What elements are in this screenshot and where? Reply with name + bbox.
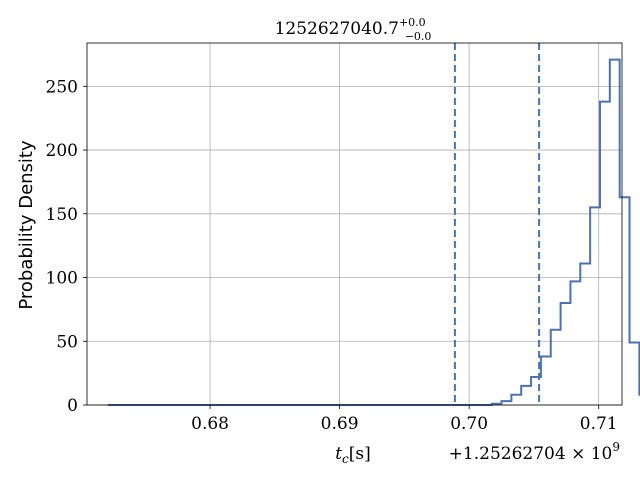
- chart-title-sub: −0.0: [405, 30, 432, 43]
- quantile-lines: [453, 43, 541, 405]
- x-axis-offset-prefix: +1.25262704 × 10: [449, 444, 613, 464]
- x-tick-label: 0.68: [191, 414, 229, 434]
- chart-title-sup: +0.0: [399, 16, 426, 29]
- y-tick-label: 100: [46, 269, 78, 289]
- x-ticks: 0.68 0.69 0.70 0.71: [191, 405, 618, 434]
- y-tick-label: 250: [46, 77, 78, 97]
- x-tick-label: 0.70: [450, 414, 488, 434]
- y-ticks: 0 50 100 150 200 250: [46, 77, 87, 416]
- chart-title: 1252627040.7+0.0 −0.0: [275, 16, 432, 43]
- y-tick-label: 200: [46, 141, 78, 161]
- axes-frame: [86, 42, 623, 406]
- x-axis-offset-text: +1.25262704 × 109: [449, 440, 620, 464]
- chart-title-base: 1252627040.7: [275, 19, 399, 39]
- y-tick-label: 50: [56, 332, 78, 352]
- x-tick-label: 0.69: [321, 414, 359, 434]
- grid: [87, 43, 622, 406]
- y-axis-label: Probability Density: [16, 140, 37, 310]
- x-axis-offset-exp: 9: [612, 440, 620, 454]
- x-axis-label: tc[s]: [335, 444, 371, 466]
- y-tick-label: 0: [67, 396, 78, 416]
- x-axis-label-unit: [s]: [349, 444, 371, 464]
- x-tick-label: 0.71: [580, 414, 618, 434]
- histogram-series: [107, 58, 640, 406]
- y-tick-label: 150: [46, 205, 78, 225]
- histogram-step-line: [107, 58, 640, 406]
- x-axis-label-sub: c: [342, 452, 349, 466]
- x-axis-label-var: t: [335, 444, 342, 464]
